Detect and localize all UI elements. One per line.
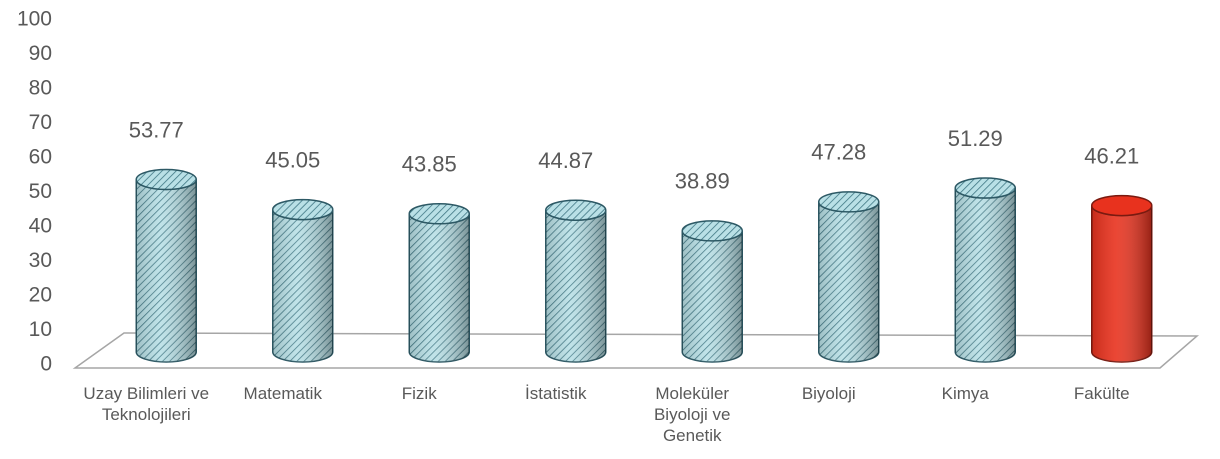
y-tick-label: 60 <box>29 146 52 169</box>
bar-top <box>818 191 880 213</box>
bar <box>272 198 334 363</box>
x-tick-label: Moleküler Biyoloji ve Genetik <box>653 384 731 445</box>
bar <box>681 220 743 363</box>
y-tick-label: 0 <box>40 353 52 376</box>
x-tick-label: Fakülte <box>1073 384 1130 403</box>
bar-top <box>135 168 197 191</box>
value-label: 44.87 <box>538 148 593 173</box>
bar-shade <box>409 213 470 362</box>
y-tick-label: 80 <box>29 77 52 100</box>
bar-shade <box>545 210 606 362</box>
bar-top <box>954 177 1016 199</box>
bar <box>135 168 197 363</box>
x-tick-label: İstatistik <box>525 384 587 403</box>
bar-top <box>545 199 607 221</box>
x-tick-label: Kimya <box>941 384 989 403</box>
bar-shade <box>272 209 333 362</box>
bar <box>408 202 470 363</box>
x-tick-label: Fizik <box>401 384 437 403</box>
x-tick-label: Uzay Bilimleri ve Teknolojileri <box>83 384 210 424</box>
value-label: 51.29 <box>948 126 1003 151</box>
y-tick-label: 100 <box>17 8 52 31</box>
floor-edge <box>74 332 125 369</box>
x-tick-label: Matematik <box>243 384 322 403</box>
y-tick-label: 70 <box>29 111 52 134</box>
bar <box>954 177 1016 363</box>
y-tick-label: 50 <box>29 180 52 203</box>
bar <box>545 199 607 363</box>
bar-top <box>272 198 334 221</box>
value-label: 47.28 <box>811 140 866 165</box>
y-tick-label: 30 <box>29 249 52 272</box>
y-tick-label: 40 <box>29 215 52 238</box>
x-tick-label: Biyoloji <box>801 384 856 403</box>
bar-shade <box>818 201 879 362</box>
floor <box>72 332 1200 369</box>
bar-shade <box>136 179 197 362</box>
value-label: 38.89 <box>675 169 730 194</box>
bar-top <box>408 202 470 225</box>
bar-shade <box>955 188 1016 362</box>
bar <box>1091 194 1153 363</box>
y-tick-label: 90 <box>29 42 52 65</box>
bar-shade <box>1091 205 1152 362</box>
y-tick-label: 20 <box>29 284 52 307</box>
value-label: 45.05 <box>265 147 320 172</box>
value-label: 53.77 <box>129 117 184 142</box>
y-tick-label: 10 <box>29 318 52 341</box>
bar-top <box>1091 194 1153 217</box>
bar-shade <box>682 230 743 362</box>
value-label: 43.85 <box>402 152 457 177</box>
bar-top <box>681 220 743 242</box>
bar <box>818 191 880 363</box>
value-label: 46.21 <box>1084 143 1139 168</box>
